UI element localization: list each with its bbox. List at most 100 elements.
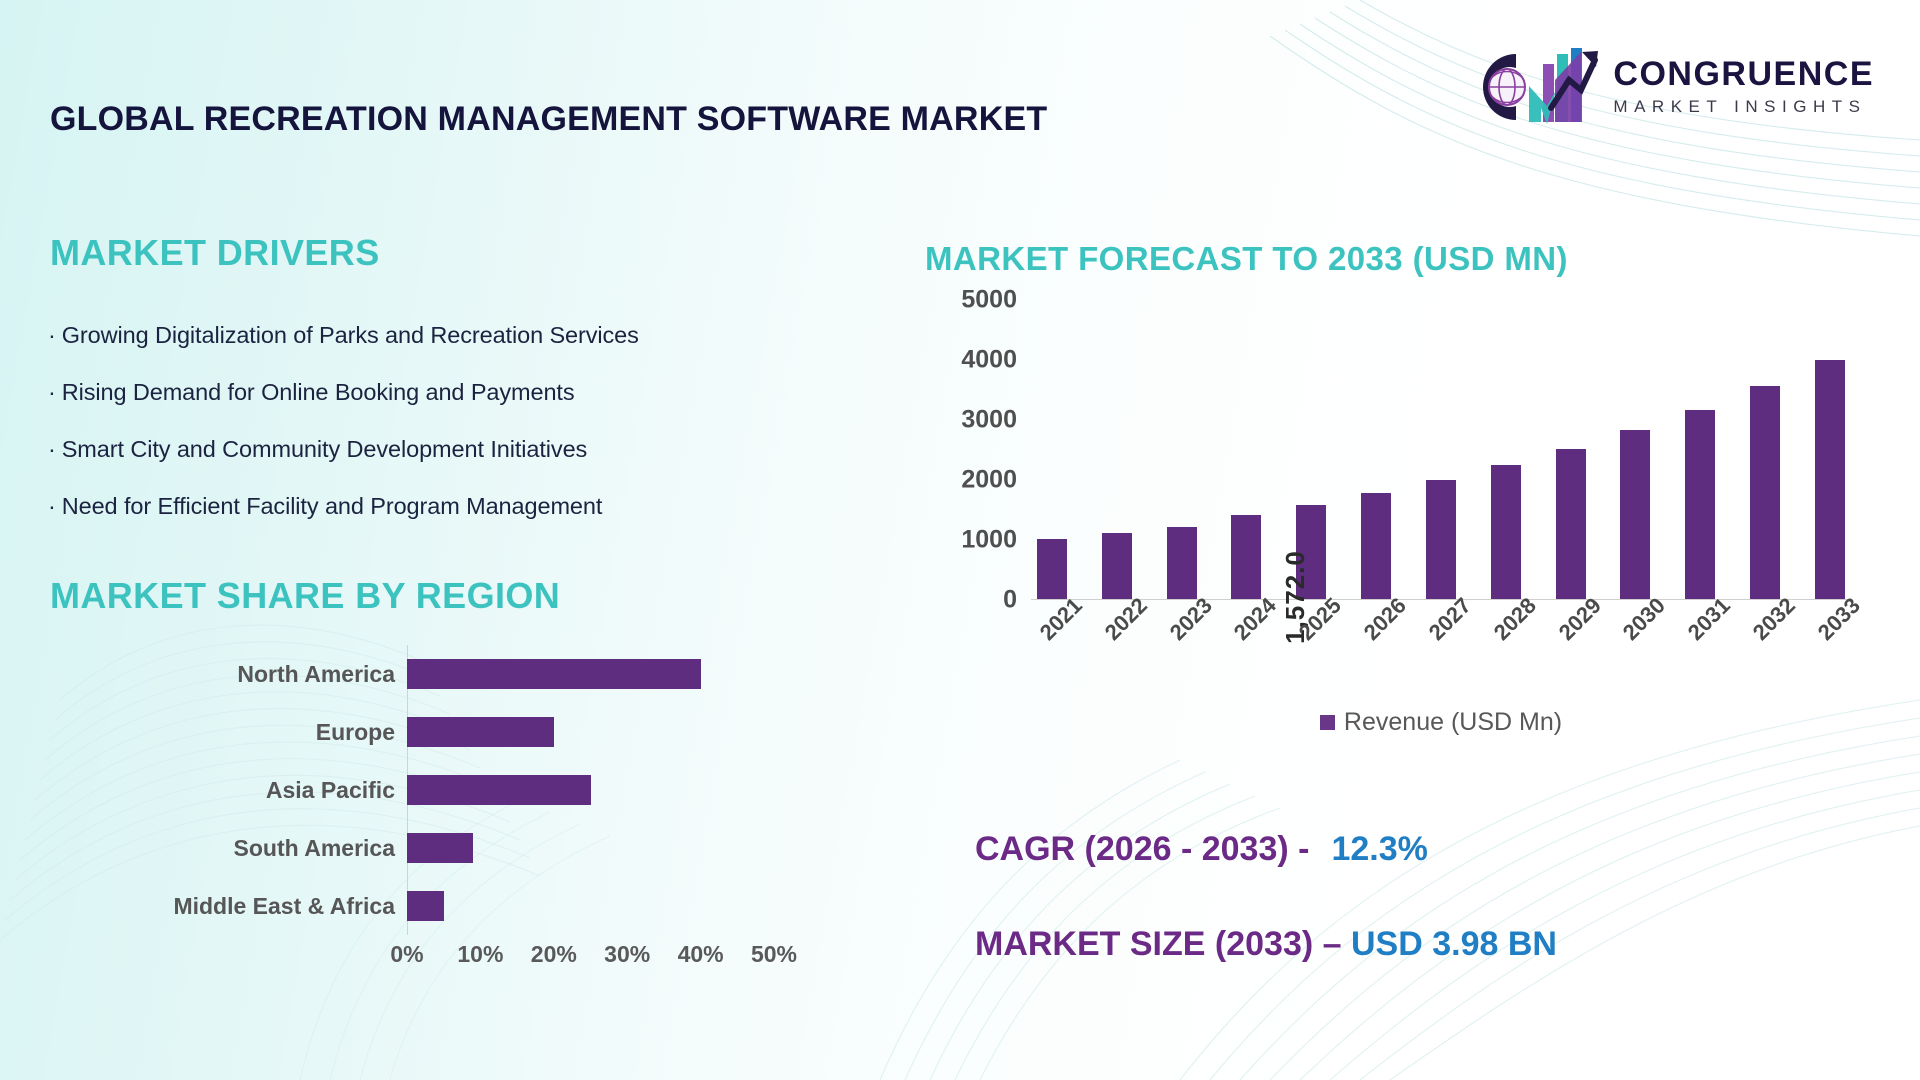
axis-tick-wrap: 2031 [1679, 593, 1735, 684]
axis-tick-wrap: 2027 [1420, 593, 1476, 684]
axis-tick-label: 2024 [1229, 592, 1282, 645]
axis-tick-wrap: 2026 [1355, 593, 1411, 684]
chart-bar [1166, 527, 1197, 599]
market-size-value: USD 3.98 BN [1350, 925, 1557, 963]
chart-bar [407, 775, 591, 805]
table-row [1161, 300, 1203, 599]
axis-tick-label: 4000 [961, 345, 1017, 374]
region-chart-x-ticks: 0% 10% 20% 30% 40% 50% [390, 941, 807, 981]
bullet-icon: · [48, 436, 56, 462]
region-label: South America [233, 834, 395, 861]
axis-tick-label: 2028 [1488, 592, 1541, 645]
page-title: GLOBAL RECREATION MANAGEMENT SOFTWARE MA… [50, 100, 1048, 138]
cagr-stat: CAGR (2026 - 2033) - 12.3% [975, 830, 1428, 869]
bullet-icon: · [48, 379, 56, 405]
table-row: Europe [60, 703, 820, 761]
chart-bar [407, 833, 474, 863]
axis-tick-label: 2030 [1618, 592, 1671, 645]
table-row [1225, 300, 1267, 599]
chart-bar [1490, 465, 1521, 599]
legend-label: Revenue (USD Mn) [1343, 708, 1563, 736]
market-drivers-heading: MARKET DRIVERS [50, 232, 380, 273]
forecast-chart-legend: Revenue (USD Mn) [1031, 708, 1851, 737]
forecast-chart-y-ticks: 5000 4000 3000 2000 1000 0 [925, 286, 1017, 614]
company-logo: CONGRUENCE MARKET INSIGHTS [1469, 46, 1874, 128]
chart-bar [1750, 386, 1781, 599]
forecast-chart-x-ticks: 2021 2022 2023 2024 2025 2026 2027 2028 2029 2030… [1031, 593, 1865, 684]
region-label: Europe [315, 718, 395, 745]
market-forecast-heading: MARKET FORECAST TO 2033 (USD MN) [925, 240, 1568, 277]
list-item: · Need for Efficient Facility and Program… [48, 493, 868, 520]
table-row: South America [60, 819, 820, 877]
axis-tick-label: 2031 [1682, 592, 1736, 645]
list-item-label: Need for Efficient Facility and Program … [61, 493, 603, 519]
logo-tagline: MARKET INSIGHTS [1613, 96, 1867, 116]
axis-tick-label: 10% [457, 941, 504, 967]
table-row [1679, 300, 1721, 599]
chart-bar [1555, 448, 1586, 599]
market-forecast-column-chart: 5000 4000 3000 2000 1000 0 1,572.0 2021 2022 20… [925, 286, 1885, 737]
axis-tick-label: 0 [1003, 585, 1017, 614]
chart-bar [1037, 539, 1067, 599]
axis-tick-label: 2021 [1034, 592, 1087, 645]
list-item-label: Smart City and Community Development Ini… [61, 436, 588, 462]
axis-tick-wrap: 2032 [1744, 593, 1800, 684]
logo-wordmark: CONGRUENCE MARKET INSIGHTS [1613, 56, 1874, 117]
axis-tick-label: 2027 [1423, 592, 1476, 645]
axis-tick-label: 1000 [961, 525, 1017, 554]
table-row: Asia Pacific [60, 761, 820, 819]
axis-tick-wrap: 2024 [1225, 593, 1281, 684]
table-row [1550, 300, 1592, 599]
axis-tick-wrap: 2029 [1550, 593, 1605, 684]
chart-bar [407, 659, 701, 689]
bullet-icon: · [48, 322, 56, 348]
table-row [1420, 300, 1462, 599]
chart-bar [407, 717, 554, 747]
axis-tick-label: 2032 [1747, 592, 1801, 645]
market-size-label: MARKET SIZE (2033) – [975, 925, 1342, 963]
axis-tick-label: 50% [750, 941, 798, 967]
region-label: North America [237, 660, 395, 687]
axis-tick-label: 20% [530, 941, 577, 967]
list-item-label: Growing Digitalization of Parks and Recr… [61, 322, 639, 348]
list-item: · Smart City and Community Development In… [48, 436, 868, 463]
axis-tick-label: 40% [677, 941, 724, 967]
region-label: Asia Pacific [265, 776, 395, 803]
chart-bar [1814, 360, 1845, 599]
market-share-bar-chart: North America Europe Asia Pacific South Ame… [60, 645, 820, 985]
axis-tick-label: 2000 [961, 465, 1017, 494]
chart-bar [1685, 409, 1716, 599]
axis-tick-wrap: 2021 [1031, 593, 1087, 684]
table-row [1614, 300, 1656, 599]
chart-bar [407, 891, 444, 921]
market-share-heading: MARKET SHARE BY REGION [50, 575, 561, 616]
forecast-chart-plot: 1,572.0 [1031, 300, 1851, 644]
market-size-stat: MARKET SIZE (2033) – USD 3.98 BN [975, 925, 1557, 964]
market-drivers-list: · Growing Digitalization of Parks and Rec… [48, 322, 868, 550]
chart-bar [1620, 430, 1651, 599]
axis-tick-wrap: 2025 [1290, 593, 1346, 684]
chart-bar [1101, 533, 1132, 599]
list-item: · Growing Digitalization of Parks and Rec… [48, 322, 868, 349]
axis-tick-wrap: 2028 [1485, 593, 1540, 684]
table-row: 1,572.0 [1280, 300, 1332, 644]
list-item-label: Rising Demand for Online Booking and Pay… [61, 379, 575, 405]
axis-tick-wrap: 2033 [1809, 593, 1865, 684]
axis-tick-label: 2029 [1553, 592, 1606, 645]
cagr-value: 12.3% [1331, 830, 1428, 868]
axis-tick-wrap: 2022 [1096, 593, 1152, 684]
axis-tick-label: 2026 [1358, 592, 1412, 645]
chart-bar [1296, 504, 1327, 599]
axis-tick-label: 3000 [961, 405, 1017, 434]
axis-tick-label: 2023 [1164, 592, 1217, 645]
axis-tick-label: 30% [604, 941, 651, 967]
cagr-label: CAGR (2026 - 2033) - [975, 830, 1310, 868]
axis-tick-label: 2022 [1099, 592, 1152, 645]
region-label: Middle East & Africa [173, 892, 395, 919]
legend-swatch-icon [1319, 715, 1335, 730]
chart-bar [1425, 480, 1456, 599]
list-item: · Rising Demand for Online Booking and Pa… [48, 379, 868, 406]
bullet-icon: · [48, 493, 56, 519]
table-row [1096, 300, 1138, 599]
